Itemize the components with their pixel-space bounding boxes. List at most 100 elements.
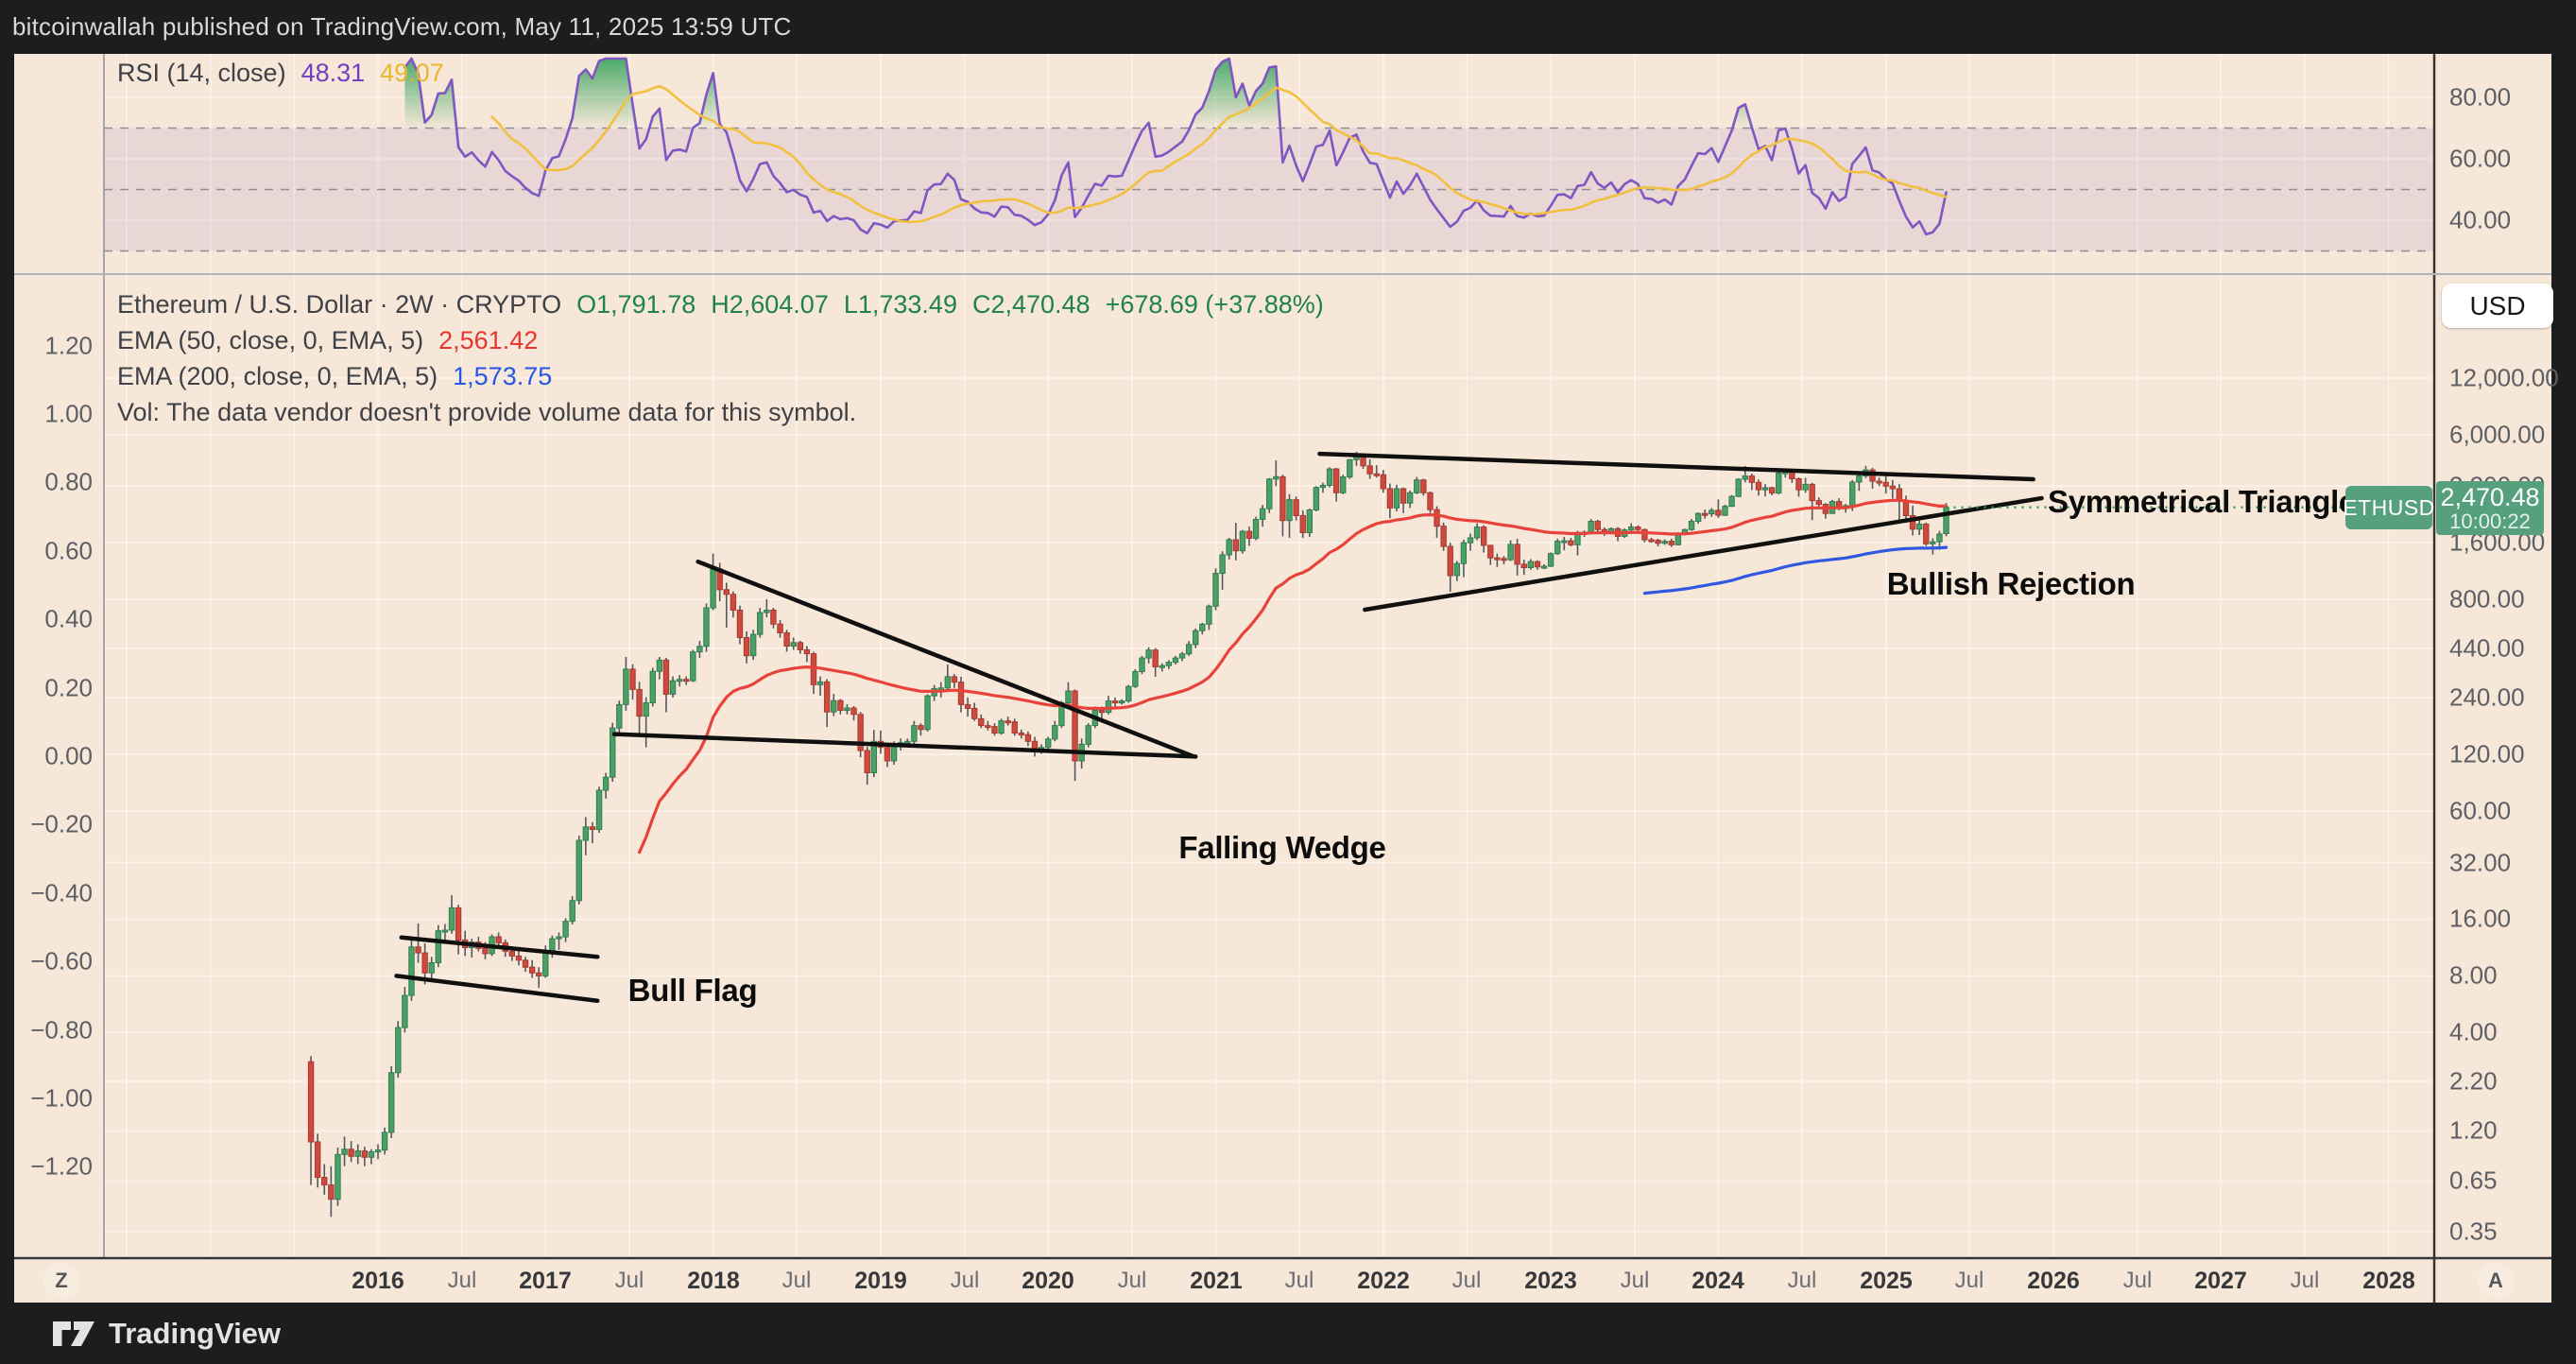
price-axis-label: 2.20 <box>2449 1066 2498 1096</box>
trendline-triangle-upper[interactable] <box>1317 451 2035 482</box>
ema200-label: EMA (200, close, 0, EMA, 5) <box>117 361 438 390</box>
trendline-bull-flag-upper[interactable] <box>399 935 600 959</box>
ema200-legend[interactable]: EMA (200, close, 0, EMA, 5) 1,573.75 <box>117 361 567 391</box>
price-axis-label: 1.20 <box>2449 1115 2498 1145</box>
left-axis-label: −1.20 <box>30 1151 93 1181</box>
price-axis-label: 800.00 <box>2449 584 2525 613</box>
last-price-badge: 2,470.48 10:00:22 <box>2436 481 2544 535</box>
rsi-axis-label: 80.00 <box>2449 82 2512 112</box>
trendline-falling-wedge-upper[interactable] <box>696 559 1194 758</box>
annotation-falling-wedge[interactable]: Falling Wedge <box>1178 830 1386 865</box>
price-axis-label: 0.35 <box>2449 1217 2498 1246</box>
price-axis-label: 8.00 <box>2449 960 2498 990</box>
left-axis-label: 0.00 <box>44 741 93 770</box>
left-axis-label: 1.20 <box>44 331 93 360</box>
trendline-bull-flag-lower[interactable] <box>394 974 600 1003</box>
time-axis-label-2024: 2024 <box>1692 1268 1744 1294</box>
rsi-legend[interactable]: RSI (14, close) 48.31 49.07 <box>117 58 459 88</box>
currency-label: USD <box>2469 290 2526 320</box>
price-axis-label: 60.00 <box>2449 796 2512 825</box>
price-axis-label: 4.00 <box>2449 1017 2498 1046</box>
price-axis-label: 6,000.00 <box>2449 420 2546 449</box>
symbol-price-tag: ETHUSD <box>2343 486 2435 529</box>
rsi-legend-title: RSI (14, close) <box>117 58 286 87</box>
ohlc-low: L1,733.49 <box>843 289 957 319</box>
time-axis-label-2019: 2019 <box>854 1268 907 1294</box>
ohlc-close: C2,470.48 <box>971 289 1091 319</box>
ohlc-high: H2,604.07 <box>711 289 829 319</box>
rsi-ma-value: 49.07 <box>380 58 444 87</box>
main-pane-graphics <box>307 451 2434 1217</box>
left-axis-label: 0.60 <box>44 536 93 565</box>
price-axis-label: 16.00 <box>2449 904 2512 933</box>
last-price: 2,470.48 <box>2440 482 2540 511</box>
chart-background <box>14 54 2551 1303</box>
time-axis-label-Jul: Jul <box>614 1268 644 1293</box>
ema50-label: EMA (50, close, 0, EMA, 5) <box>117 325 424 354</box>
change-value: +678.69 (+37.88%) <box>1105 289 1324 319</box>
symbol-tag-text: ETHUSD <box>2343 494 2435 520</box>
time-axis-label-2026: 2026 <box>2027 1268 2080 1294</box>
attribution-bar: bitcoinwallah published on TradingView.c… <box>0 0 2576 54</box>
left-axis-label: 0.80 <box>44 467 93 496</box>
time-axis-label-2021: 2021 <box>1190 1268 1243 1294</box>
left-axis-label: 1.00 <box>44 399 93 428</box>
time-axis-label-2025: 2025 <box>1860 1268 1913 1294</box>
time-axis-label-Jul: Jul <box>1284 1268 1314 1293</box>
auto-scale-button[interactable]: A <box>2478 1263 2514 1299</box>
price-axis-label: 240.00 <box>2449 682 2525 712</box>
trendline-falling-wedge-lower[interactable] <box>611 732 1198 759</box>
attribution-text: bitcoinwallah published on TradingView.c… <box>12 12 792 41</box>
tradingview-logo-icon[interactable] <box>52 1317 95 1351</box>
rsi-pane-graphics <box>104 57 2434 252</box>
zoom-reset-button[interactable]: Z <box>43 1263 79 1299</box>
ohlc-open: O1,791.78 <box>576 289 696 319</box>
volume-note: Vol: The data vendor doesn't provide vol… <box>117 397 857 426</box>
footer-bar: TradingView <box>0 1303 2576 1364</box>
time-axis-label-2023: 2023 <box>1524 1268 1577 1294</box>
left-axis-label: 0.40 <box>44 604 93 633</box>
left-axis-label: −0.60 <box>30 946 93 976</box>
price-axis-label: 12,000.00 <box>2449 363 2559 392</box>
ema200-value: 1,573.75 <box>453 361 553 390</box>
trendline-triangle-lower[interactable] <box>1363 495 2044 613</box>
annotation-symmetrical-triangle[interactable]: Symmetrical Triangle <box>2048 484 2356 519</box>
time-axis-label-2028: 2028 <box>2362 1268 2415 1294</box>
time-axis-label-2020: 2020 <box>1022 1268 1074 1294</box>
rsi-value: 48.31 <box>301 58 366 87</box>
time-axis-label-2018: 2018 <box>687 1268 740 1294</box>
ema50-value: 2,561.42 <box>438 325 539 354</box>
left-axis-label: −1.00 <box>30 1083 93 1113</box>
left-axis-label: −0.20 <box>30 809 93 838</box>
auto-scale-label: A <box>2488 1269 2503 1292</box>
symbol-legend[interactable]: Ethereum / U.S. Dollar · 2W · CRYPTO O1,… <box>117 289 1339 319</box>
time-axis-label-Jul: Jul <box>1787 1268 1817 1293</box>
currency-toggle-button[interactable]: USD <box>2442 284 2553 328</box>
time-axis-label-2022: 2022 <box>1357 1268 1410 1294</box>
price-axis-label: 32.00 <box>2449 848 2512 877</box>
rsi-axis-label: 60.00 <box>2449 144 2512 173</box>
time-axis-label-2017: 2017 <box>519 1268 572 1294</box>
grid-lines <box>104 54 2434 1258</box>
left-axis-label: 0.20 <box>44 673 93 702</box>
ema50-legend[interactable]: EMA (50, close, 0, EMA, 5) 2,561.42 <box>117 325 553 355</box>
volume-legend[interactable]: Vol: The data vendor doesn't provide vol… <box>117 397 871 427</box>
time-axis-label-Jul: Jul <box>950 1268 980 1293</box>
bar-countdown: 10:00:22 <box>2449 509 2531 534</box>
time-axis-label-2016: 2016 <box>352 1268 404 1294</box>
left-axis-label: −0.80 <box>30 1015 93 1045</box>
symbol-title: Ethereum / U.S. Dollar · 2W · CRYPTO <box>117 289 562 319</box>
rsi-axis-label: 40.00 <box>2449 205 2512 234</box>
annotation-bull-flag[interactable]: Bull Flag <box>627 973 758 1008</box>
pane-borders <box>14 54 2551 1303</box>
time-axis-label-Jul: Jul <box>1117 1268 1147 1293</box>
price-axis-label: 0.65 <box>2449 1165 2498 1195</box>
time-axis-label-Jul: Jul <box>1620 1268 1650 1293</box>
time-axis-label-Jul: Jul <box>1451 1268 1482 1293</box>
footer-brand: TradingView <box>109 1316 282 1350</box>
price-axis-label: 440.00 <box>2449 633 2525 663</box>
time-axis-label-Jul: Jul <box>447 1268 477 1293</box>
annotation-bullish-rejection[interactable]: Bullish Rejection <box>1886 566 2136 601</box>
price-axis-label: 120.00 <box>2449 739 2525 768</box>
